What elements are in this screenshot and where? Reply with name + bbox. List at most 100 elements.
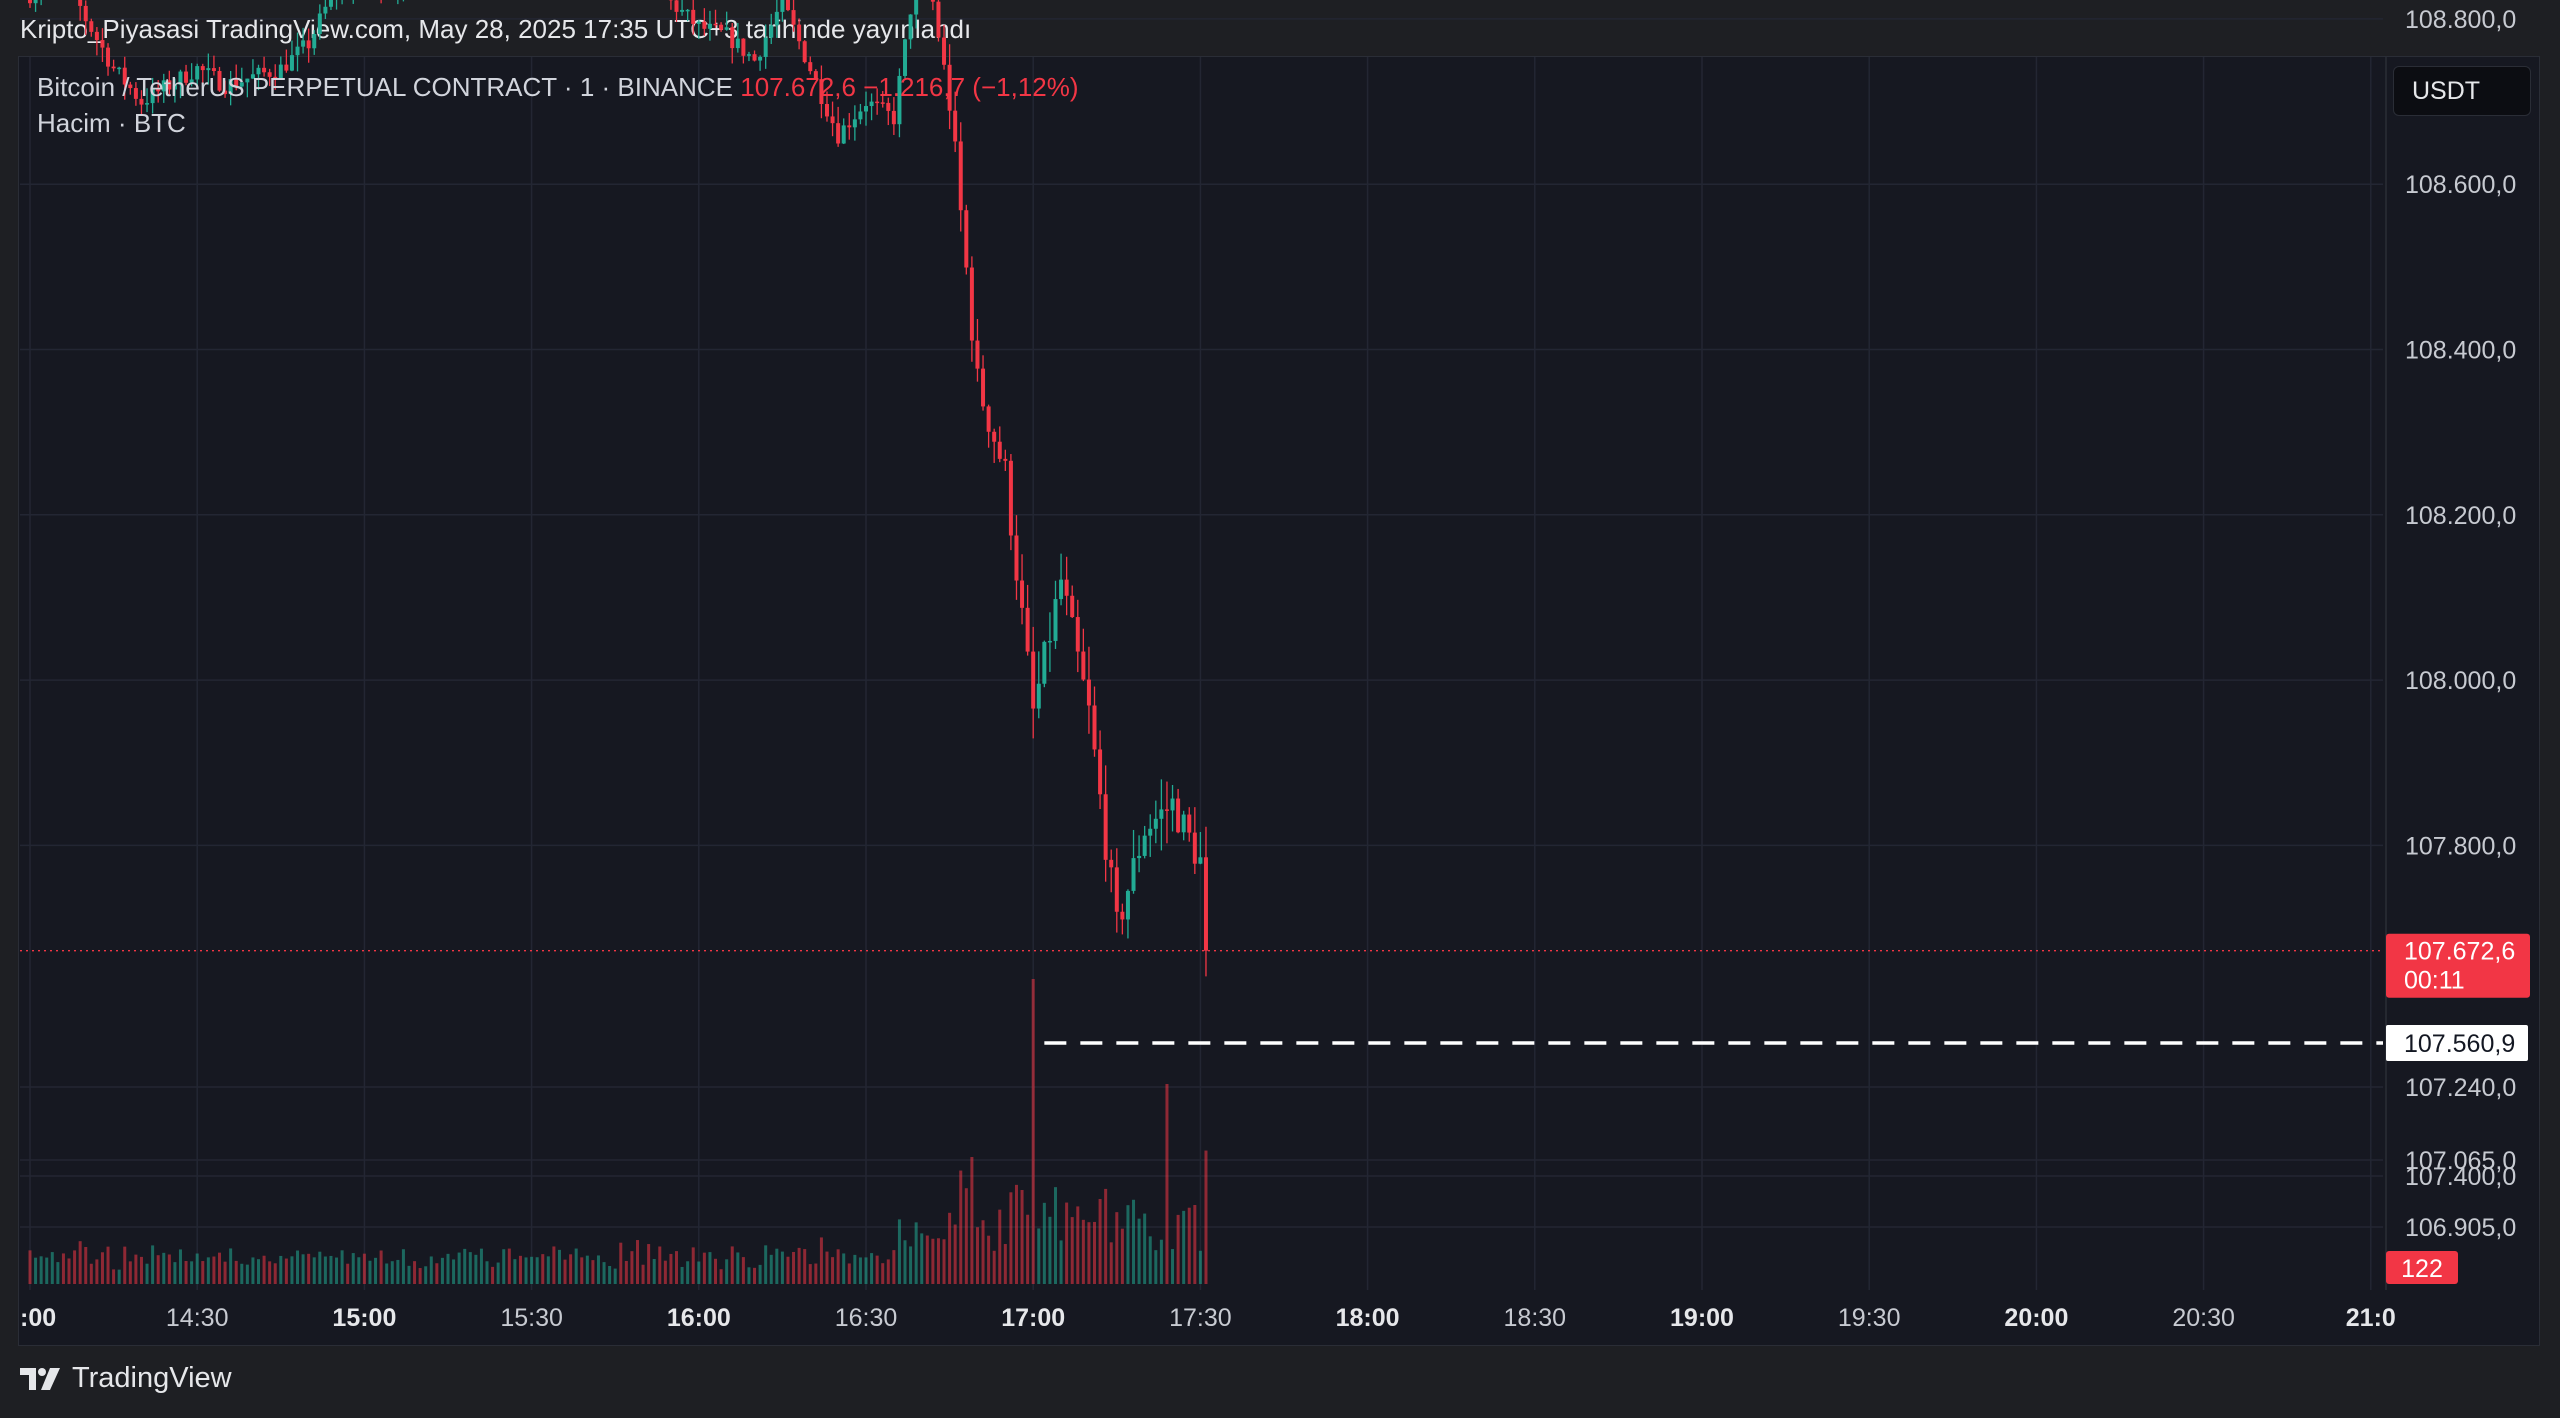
volume-bar (318, 1251, 322, 1284)
candle-body (1036, 683, 1041, 709)
currency-button[interactable]: USDT (2393, 66, 2531, 116)
volume-bar (780, 1251, 784, 1284)
candle-body (1131, 858, 1136, 891)
volume-bar (1171, 1249, 1175, 1284)
volume-bar (379, 1250, 383, 1284)
candle-body (1120, 911, 1125, 920)
volume-bar (764, 1245, 768, 1284)
volume-bar (156, 1255, 160, 1284)
candle-body (903, 39, 908, 76)
volume-bar (212, 1256, 216, 1284)
volume-bar (151, 1245, 155, 1284)
volume-bar (630, 1251, 634, 1284)
candle-body (830, 116, 835, 124)
candle-body (819, 79, 824, 105)
candle-body (1153, 818, 1158, 829)
volume-bar (28, 1250, 32, 1284)
volume-bar (201, 1261, 205, 1284)
volume-bar (886, 1259, 890, 1284)
volume-bar (229, 1248, 233, 1284)
volume-bar (691, 1247, 695, 1284)
candle-body (33, 0, 38, 4)
volume-bar (474, 1254, 478, 1284)
volume-bar (351, 1253, 355, 1284)
volume-bar (775, 1248, 779, 1284)
candle-body (100, 40, 105, 48)
candle-body (1059, 579, 1064, 600)
volume-bar (797, 1247, 801, 1284)
volume-bar (1143, 1213, 1147, 1284)
candle-body (161, 80, 166, 92)
volume-bar (1081, 1219, 1085, 1284)
candle-body (958, 141, 963, 211)
volume-bar (959, 1170, 963, 1284)
candle-body (685, 9, 690, 12)
volume-bar (1065, 1202, 1069, 1284)
volume-bar (39, 1256, 43, 1284)
volume-bar (429, 1256, 433, 1284)
candle-body (111, 66, 116, 69)
volume-bar (251, 1257, 255, 1284)
candle-body (89, 21, 94, 32)
time-tick-label: 16:00 (667, 1304, 731, 1332)
price-tick-label: 106.905,0 (2405, 1214, 2516, 1242)
volume-bar (112, 1269, 116, 1284)
chart-grid (20, 18, 2387, 1290)
volume-bar (290, 1256, 294, 1284)
candle-body (864, 106, 868, 112)
volume-bar (1198, 1250, 1202, 1284)
candle-body (172, 84, 177, 90)
last-price-badge (2386, 933, 2530, 998)
footer-brand[interactable]: TradingView (20, 1362, 232, 1395)
volume-bar (792, 1251, 796, 1284)
volume-bar (312, 1257, 316, 1284)
candle-body (223, 90, 228, 95)
candle-body (117, 67, 122, 70)
candle-body (780, 0, 785, 12)
candle-body (769, 25, 774, 38)
volume-bar (1187, 1207, 1191, 1284)
volume-bar (368, 1260, 372, 1284)
volume-bar (340, 1250, 344, 1284)
volume-bar (669, 1253, 673, 1284)
volume-bar (301, 1254, 305, 1284)
volume-bar (440, 1257, 444, 1284)
volume-bar (702, 1252, 706, 1284)
volume-bar (596, 1255, 600, 1284)
candle-body (284, 64, 289, 71)
volume-bar (335, 1257, 339, 1284)
volume-bar (808, 1264, 812, 1284)
candle-body (195, 66, 200, 80)
volume-bar (1037, 1228, 1041, 1284)
volume-bar (1098, 1199, 1102, 1284)
volume-bar (1003, 1244, 1007, 1284)
volume-bar (496, 1262, 500, 1284)
candle-body (128, 84, 133, 89)
volume-bar (167, 1254, 171, 1284)
volume-bar (1009, 1192, 1013, 1284)
candle-body (897, 75, 902, 125)
candle-body (674, 0, 679, 12)
candle-body (791, 10, 796, 25)
symbol-legend[interactable]: Bitcoin / TetherUS PERPETUAL CONTRACT · … (37, 72, 1079, 103)
chart-frame[interactable] (18, 56, 2540, 1346)
volume-bar (362, 1253, 366, 1284)
candle-body (869, 101, 874, 107)
volume-bar (507, 1248, 511, 1284)
volume-bar (1020, 1189, 1024, 1284)
volume-bar (580, 1257, 584, 1284)
candle-body (947, 64, 952, 111)
price-tick-label: 107.800,0 (2405, 832, 2516, 860)
candle-body (969, 267, 974, 341)
candle-body (267, 72, 272, 77)
candle-body (763, 37, 768, 57)
volume-bar (758, 1264, 762, 1284)
candle-body (836, 123, 841, 144)
volume-bar (123, 1246, 127, 1284)
volume-bar (847, 1263, 851, 1284)
candle-body (189, 79, 194, 83)
time-tick-label: 20:30 (2172, 1304, 2235, 1332)
volume-legend[interactable]: Hacim · BTC (37, 108, 186, 139)
volume-bar (424, 1266, 428, 1284)
